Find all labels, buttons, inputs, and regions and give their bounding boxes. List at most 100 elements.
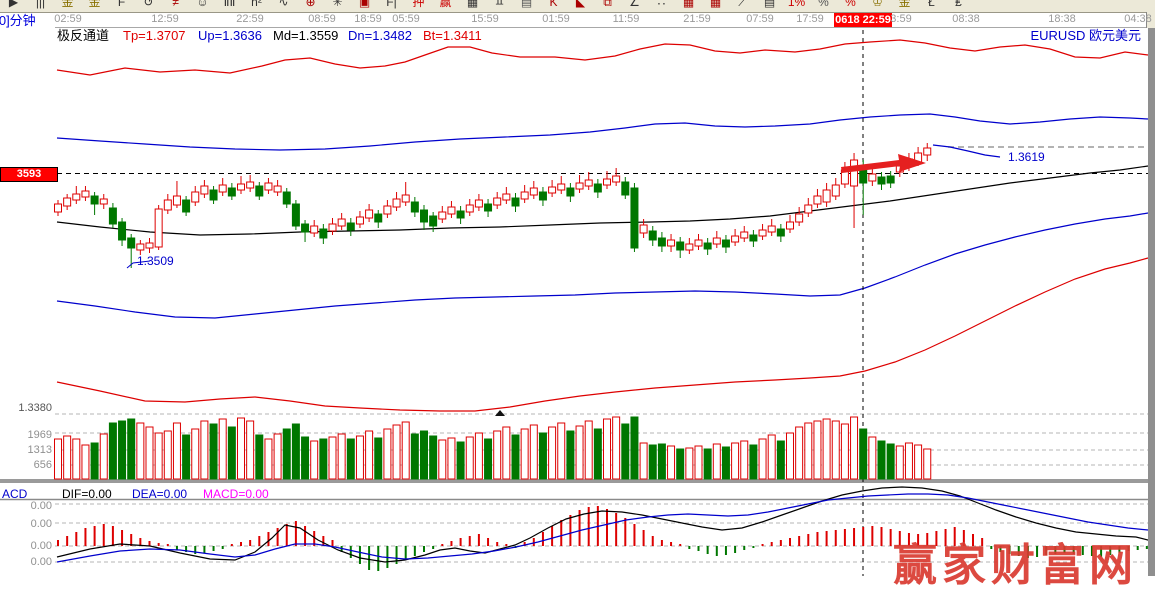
channel-line-bt xyxy=(56,257,1149,412)
volume-bar xyxy=(676,448,685,480)
volume-bar xyxy=(474,432,483,480)
fkey-icon[interactable]: F xyxy=(117,0,126,9)
crosshair-icon[interactable]: ⊕ xyxy=(305,0,316,9)
star-icon[interactable]: ✳ xyxy=(332,0,343,9)
ruler-icon[interactable]: ≠ xyxy=(172,0,179,9)
symbol-label: EURUSD 欧元美元 xyxy=(1030,28,1141,43)
macd-axis-label: 0.00 xyxy=(30,500,52,512)
volume-bar xyxy=(273,433,282,480)
candle-body xyxy=(786,221,794,230)
volume-baseline xyxy=(0,479,1155,483)
candle-body xyxy=(813,195,822,205)
volume-bar xyxy=(731,442,740,480)
candle-body xyxy=(200,185,209,195)
percent-icon[interactable]: % xyxy=(818,0,829,9)
ya-icon[interactable]: 押 xyxy=(412,0,425,9)
volume-bar xyxy=(310,440,319,480)
panel-icon[interactable]: ▤ xyxy=(520,0,533,9)
gold-icon-2[interactable]: 金 xyxy=(88,0,101,9)
grid-icon[interactable]: ▦ xyxy=(466,0,479,9)
time-label: 11:59 xyxy=(612,13,640,25)
volume-bar xyxy=(886,443,895,480)
candle-body xyxy=(374,213,383,223)
flag-icon[interactable]: F| xyxy=(386,0,397,9)
grid-red2-icon[interactable]: ▦ xyxy=(709,0,722,9)
dots-icon[interactable]: ∴ xyxy=(657,0,666,9)
low-pointer-line xyxy=(126,260,151,269)
candle-body xyxy=(264,182,273,191)
k-line-icon[interactable]: K xyxy=(549,0,558,9)
candle-body xyxy=(163,199,172,211)
macd-dea-line xyxy=(56,493,1149,563)
volume-bar xyxy=(548,426,557,480)
volume-bar xyxy=(209,423,218,480)
price-level-box: 3593 xyxy=(0,167,58,182)
candle-body xyxy=(612,175,621,183)
time-label: 07:59 xyxy=(746,13,774,25)
macd-dif-value: DIF=0.00 xyxy=(62,487,112,501)
candle-body xyxy=(575,182,584,190)
volume-bar xyxy=(255,434,264,480)
time-label: 18:38 xyxy=(1048,13,1076,25)
volume-bar xyxy=(264,438,273,480)
volume-bar xyxy=(136,422,145,480)
volume-bar xyxy=(795,426,804,480)
panel2-icon[interactable]: ▤ xyxy=(763,0,776,9)
gold-icon-1[interactable]: 金 xyxy=(61,0,74,9)
candle-body xyxy=(337,218,346,227)
candle-body xyxy=(392,198,401,208)
percent-red-icon[interactable]: 1% xyxy=(787,0,806,9)
volume-bar xyxy=(401,421,410,480)
overlay-icon[interactable]: ⧉ xyxy=(603,0,612,9)
slope-icon[interactable]: ⟋ xyxy=(738,0,747,9)
crown-icon[interactable]: ♔ xyxy=(872,0,883,9)
date-highlight-box: 0618 22:59 xyxy=(834,13,892,27)
angle-icon[interactable]: ∠ xyxy=(629,0,640,9)
ying-icon[interactable]: 赢 xyxy=(439,0,452,9)
volume-bar xyxy=(914,444,923,480)
candle-body xyxy=(237,183,245,191)
volume-bar xyxy=(520,428,529,480)
volume-bar xyxy=(456,441,465,480)
percent2-icon[interactable]: % xyxy=(845,0,856,9)
candle-body xyxy=(81,190,90,198)
time-label: 02:59 xyxy=(54,13,82,25)
volume-bar xyxy=(575,425,584,480)
candle-body xyxy=(749,234,758,242)
k-area-icon[interactable]: ◣ xyxy=(575,0,586,9)
tbars-icon[interactable]: ㅍ xyxy=(493,0,506,9)
axis-label: 1969 xyxy=(27,429,52,441)
L-icon[interactable]: Ł xyxy=(928,0,935,9)
time-label: 04:38 xyxy=(1124,13,1152,25)
volume-bar xyxy=(639,442,648,480)
chart-canvas[interactable] xyxy=(0,0,1155,576)
volume-bar xyxy=(63,435,72,480)
volume-bar xyxy=(694,445,703,480)
candle-body xyxy=(557,183,566,191)
frame-icon[interactable]: ▣ xyxy=(358,0,371,9)
grid-red-icon[interactable]: ▦ xyxy=(682,0,695,9)
wave-icon[interactable]: ∿ xyxy=(278,0,289,9)
n2-icon[interactable]: n² xyxy=(251,0,262,9)
rotate-icon[interactable]: ↺ xyxy=(143,0,154,9)
gold-icon-3[interactable]: 金 xyxy=(898,0,911,9)
volume-bar xyxy=(99,433,108,480)
bars-icon[interactable]: ||| xyxy=(35,0,46,9)
volume-bar xyxy=(786,432,794,480)
volume-bar xyxy=(246,420,255,480)
right-scroll-strip[interactable] xyxy=(1148,28,1155,576)
L2-icon[interactable]: ₤ xyxy=(955,0,962,9)
volume-bar xyxy=(621,423,630,480)
candle-body xyxy=(209,189,218,201)
pointer-icon[interactable]: ▶ xyxy=(8,0,19,9)
candle-body xyxy=(474,199,483,208)
volume-bar xyxy=(868,436,877,480)
candle-body xyxy=(273,185,282,193)
volume-bar xyxy=(291,423,300,480)
volume-bar xyxy=(776,440,785,480)
candle-body xyxy=(648,230,657,241)
signal-arrow xyxy=(841,154,926,173)
bars2-icon[interactable]: ⅡⅡ xyxy=(223,0,236,9)
face-icon[interactable]: ☺ xyxy=(196,0,209,9)
channel-line-md xyxy=(56,165,1149,236)
